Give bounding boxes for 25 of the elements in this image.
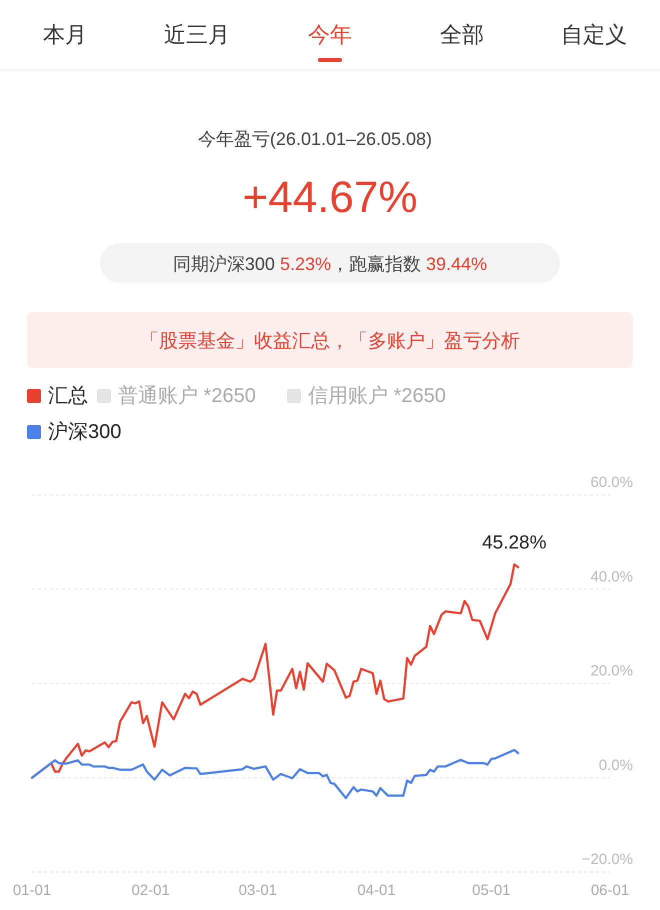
text: 自定义 <box>561 22 627 47</box>
text: 今年 <box>308 22 352 47</box>
text: 本月 <box>43 22 87 47</box>
text: 同期沪深300 5.23%，跑赢指数 39.44% <box>172 254 488 274</box>
x-tick-label: 03-01 <box>238 882 278 899</box>
chart-title: 今年盈亏(26.01.01–26.05.08) <box>198 129 432 149</box>
x-tick-label: 04-01 <box>357 882 396 899</box>
annotation: 45.28% <box>482 532 547 554</box>
x-tick-label: 05-01 <box>472 882 511 899</box>
x-tick-label: 02-01 <box>131 882 170 899</box>
y-tick-label: 20.0% <box>590 662 633 680</box>
text: 全部 <box>440 22 484 47</box>
y-tick-label: 60.0% <box>590 474 633 491</box>
x-tick-label: 01-01 <box>12 882 52 899</box>
legend-label: 汇总 <box>48 385 88 407</box>
legend-label: 信用账户 *2650 <box>308 385 446 407</box>
text: 近三月 <box>164 22 230 47</box>
chart-subtitle: +44.67% <box>242 173 418 222</box>
y-tick-label: −20.0% <box>582 851 633 868</box>
x-tick-label: 06-01 <box>590 882 630 899</box>
text: 「股票基金」收益汇总，「多账户」盈亏分析 <box>140 330 520 352</box>
legend-label: 普通账户 *2650 <box>118 384 256 407</box>
legend-label: 沪深300 <box>48 420 122 443</box>
y-tick-label: 0.0% <box>598 756 633 774</box>
y-tick-label: 40.0% <box>590 568 633 586</box>
